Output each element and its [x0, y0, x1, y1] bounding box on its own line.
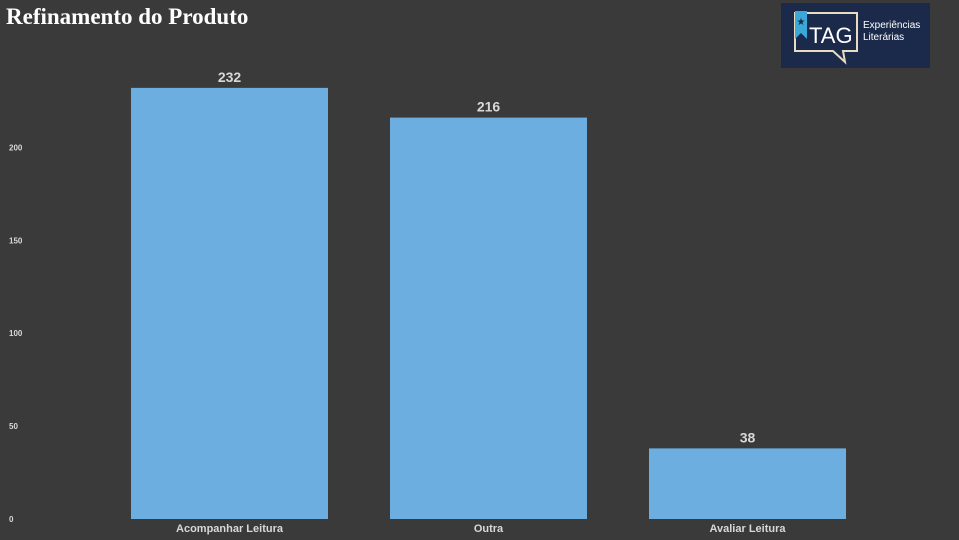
data-label: 232: [218, 69, 242, 85]
category-label: Outra: [474, 523, 504, 535]
category-label: Avaliar Leitura: [709, 523, 786, 535]
y-tick-label: 200: [9, 143, 23, 152]
bar: [649, 448, 846, 519]
data-label: 216: [477, 99, 501, 115]
star-bookmark-icon: [795, 11, 807, 39]
logo-mark-text: TAG: [809, 23, 853, 48]
y-axis: 0 50 100 150 200: [9, 143, 23, 524]
tag-logo: ★ TAG Experiências Literárias: [781, 3, 930, 68]
bar: [131, 87, 328, 519]
y-tick-label: 150: [9, 236, 23, 245]
svg-text:★: ★: [797, 17, 806, 28]
logo-line-2: Literárias: [863, 32, 905, 43]
chart-title: Refinamento do Produto: [6, 4, 249, 29]
bar: [390, 117, 587, 519]
bars-group: [131, 87, 846, 519]
logo-line-1: Experiências: [863, 20, 921, 31]
y-tick-label: 0: [9, 515, 14, 524]
y-tick-label: 100: [9, 329, 23, 338]
x-axis: Acompanhar Leitura Outra Avaliar Leitura: [176, 523, 786, 535]
data-labels: 232 216 38: [218, 69, 756, 446]
category-label: Acompanhar Leitura: [176, 523, 284, 535]
tag-logo-mark: ★ TAG: [794, 11, 858, 65]
data-label: 38: [740, 429, 756, 445]
y-tick-label: 50: [9, 422, 18, 431]
